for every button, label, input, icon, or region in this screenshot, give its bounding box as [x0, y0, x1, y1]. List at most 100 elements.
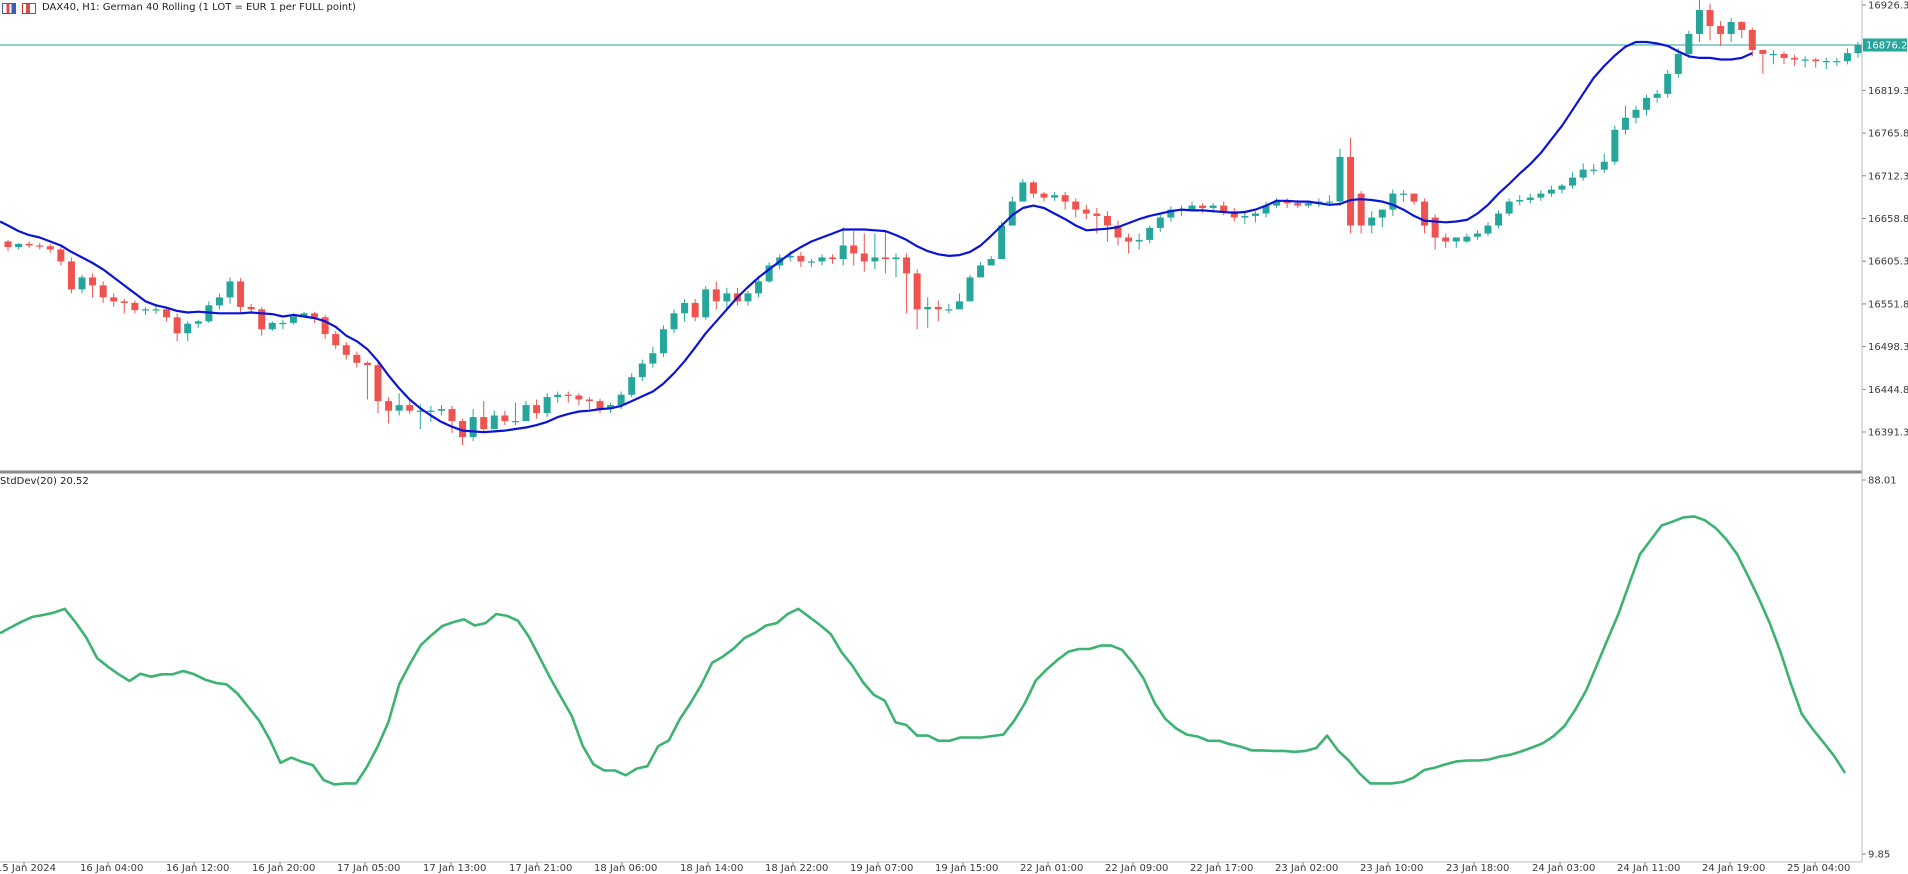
candle: [1600, 153, 1608, 173]
stddev-line: [0, 515, 1847, 786]
candle: [1452, 237, 1460, 248]
candle: [226, 277, 234, 304]
candle: [46, 243, 54, 253]
candle: [670, 309, 678, 334]
price-tick-label: 16391.3: [1868, 428, 1908, 439]
candle: [1674, 48, 1682, 78]
candle: [279, 319, 287, 330]
stddev-tick-label: 88.01: [1868, 476, 1897, 487]
candle: [1706, 3, 1714, 41]
candle: [966, 275, 974, 302]
price-tick-label: 16498.3: [1868, 342, 1908, 353]
candle: [924, 297, 932, 328]
candle: [78, 275, 86, 294]
chart-grid-icon[interactable]: [2, 3, 16, 14]
time-tick-label: 18 Jan 14:00: [680, 863, 743, 874]
candle: [585, 397, 593, 410]
time-tick-label: 24 Jan 03:00: [1532, 863, 1595, 874]
candle: [554, 391, 562, 403]
candle: [1167, 206, 1175, 222]
candle: [1040, 192, 1048, 202]
candle: [1125, 233, 1133, 254]
time-tick-label: 23 Jan 02:00: [1275, 863, 1338, 874]
candle: [1717, 21, 1725, 46]
time-tick-label: 16 Jan 20:00: [252, 863, 315, 874]
candle: [977, 262, 985, 278]
candle: [15, 243, 23, 250]
candle: [1505, 198, 1513, 216]
price-tick-label: 16819.3: [1868, 86, 1908, 97]
candle: [1516, 195, 1524, 206]
time-tick-label: 22 Jan 09:00: [1105, 863, 1168, 874]
candle: [1611, 125, 1619, 165]
candle: [332, 330, 340, 350]
candle: [691, 298, 699, 322]
candle: [892, 253, 900, 278]
candle: [1103, 211, 1111, 242]
candle: [860, 233, 868, 272]
candle: [469, 409, 477, 442]
candle: [755, 278, 763, 298]
price-tick-label: 16605.3: [1868, 257, 1908, 268]
price-tick-label: 16444.8: [1868, 385, 1908, 396]
candle: [237, 278, 245, 314]
candle: [1484, 222, 1492, 236]
candle: [342, 342, 350, 360]
candle: [406, 399, 414, 414]
candle: [1029, 180, 1037, 198]
time-tick-label: 19 Jan 15:00: [935, 863, 998, 874]
candle: [321, 314, 329, 339]
time-tick-label: 18 Jan 22:00: [765, 863, 828, 874]
candle: [1569, 172, 1577, 189]
candle: [1082, 204, 1090, 220]
candle: [945, 303, 953, 314]
candle: [459, 418, 467, 446]
candle: [1156, 213, 1164, 232]
time-tick-label: 24 Jan 11:00: [1617, 863, 1680, 874]
time-tick-label: 17 Jan 21:00: [509, 863, 572, 874]
candle: [1399, 190, 1407, 202]
time-tick-label: 22 Jan 01:00: [1020, 863, 1083, 874]
candle: [702, 286, 710, 320]
candle: [522, 401, 530, 422]
price-tick-label: 16712.3: [1868, 171, 1908, 182]
time-tick-label: 16 Jan 04:00: [80, 863, 143, 874]
candle: [596, 398, 604, 414]
candle: [934, 300, 942, 322]
candle: [1537, 190, 1545, 201]
candle: [385, 397, 393, 424]
indicator-label: StdDev(20) 20.52: [0, 476, 89, 487]
candle: [89, 273, 97, 298]
candle: [850, 231, 858, 266]
candle: [1051, 192, 1059, 201]
candle: [1389, 189, 1397, 216]
candle: [1685, 30, 1693, 58]
price-tick-label: 16658.8: [1868, 214, 1908, 225]
candle: [1822, 57, 1830, 70]
candle: [564, 391, 572, 403]
chart-mode-icon[interactable]: [22, 3, 36, 14]
price-tick-label: 16551.8: [1868, 299, 1908, 310]
candle: [1843, 48, 1851, 65]
candle: [1748, 27, 1756, 57]
candle: [1378, 209, 1386, 228]
candle: [744, 290, 752, 306]
candle: [110, 293, 118, 307]
time-tick-label: 19 Jan 07:00: [850, 863, 913, 874]
candle: [374, 362, 382, 414]
candle: [533, 399, 541, 419]
candle: [871, 233, 879, 270]
candle: [1368, 211, 1376, 234]
candle: [1410, 193, 1418, 205]
candle: [723, 287, 731, 310]
candle: [1558, 184, 1566, 194]
candle: [215, 293, 223, 310]
time-tick-label: 18 Jan 06:00: [594, 863, 657, 874]
candle: [1431, 214, 1439, 250]
current-price-label: 16876.2: [1866, 40, 1907, 51]
candle: [1262, 201, 1270, 218]
candle: [1547, 185, 1555, 197]
candle: [1008, 196, 1016, 226]
candle: [1621, 105, 1629, 135]
